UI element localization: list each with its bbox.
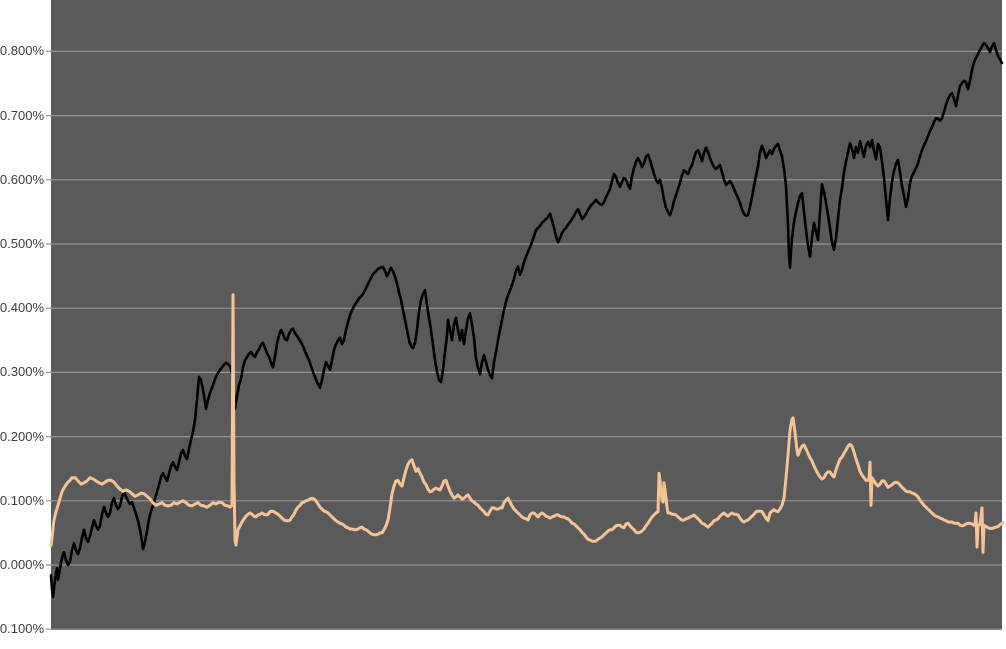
y-axis-tick-label: 0.500% [0,236,44,251]
y-axis-tick-label: 0.100% [0,492,44,508]
y-axis-tick-label: 0.000% [0,557,44,572]
y-axis-tick-label: 0.400% [0,300,44,316]
black-series-line [49,41,1004,599]
y-axis-tick-label: 0.800% [0,43,44,59]
y-axis-tick-label: 0.300% [0,364,44,380]
peach-series-line [49,293,1005,554]
y-axis-tick-label: -0.100% [0,621,44,637]
y-axis-tick-label: 0.700% [0,107,44,123]
y-axis-tick-label: 0.200% [0,428,44,444]
y-axis-tick-label: 0.600% [0,171,44,187]
plot-area-background [51,0,1002,630]
